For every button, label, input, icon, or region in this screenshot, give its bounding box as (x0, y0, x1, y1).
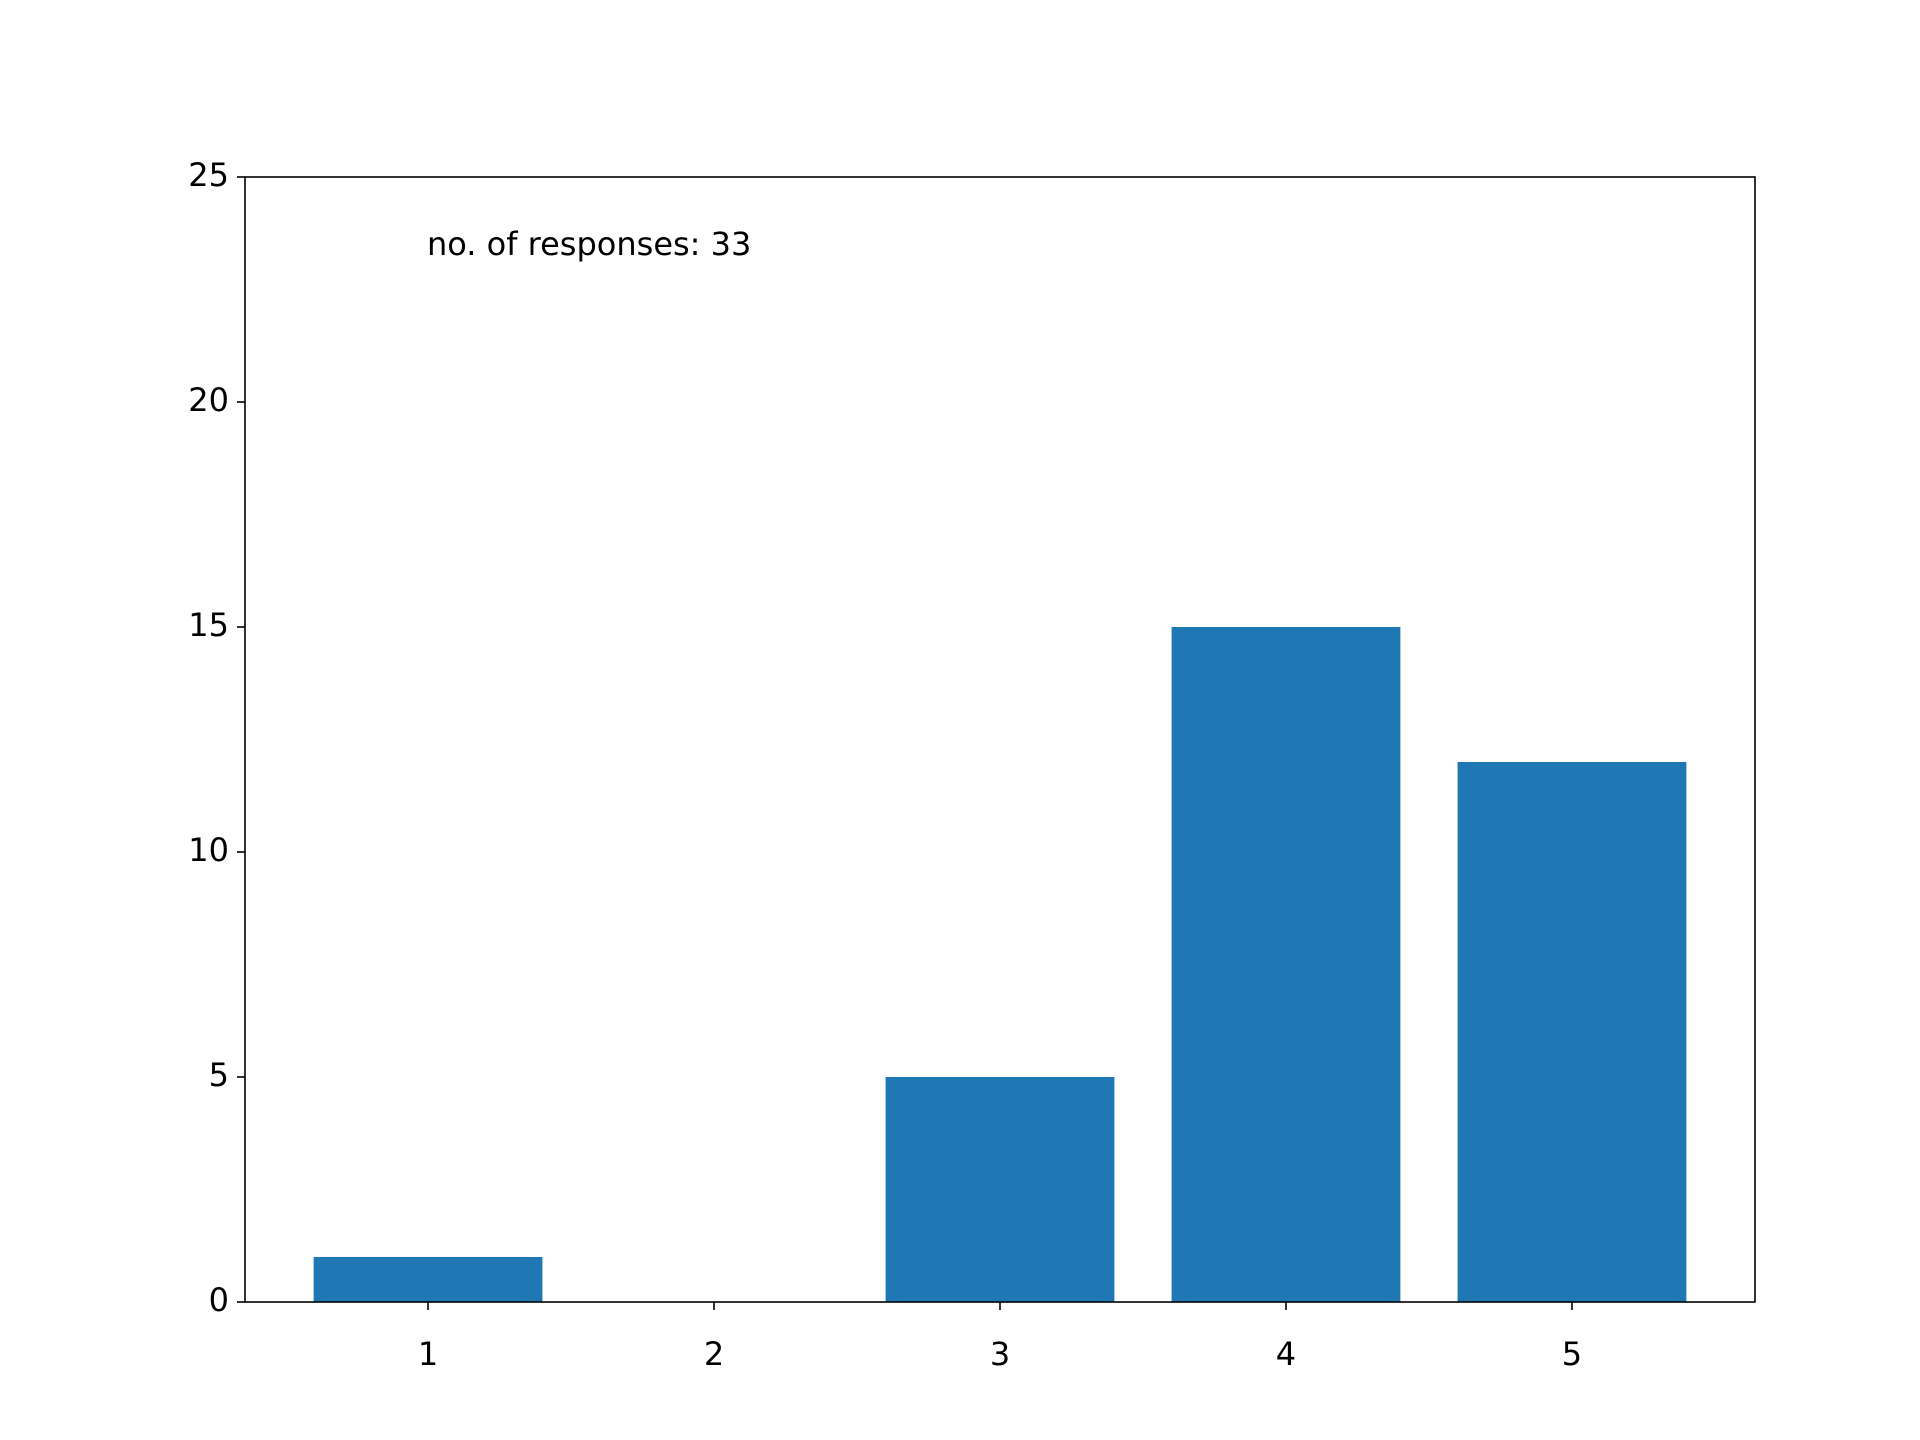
bar (1171, 627, 1401, 1302)
x-tick-label: 2 (704, 1335, 724, 1373)
annotation: no. of responses: 33 (427, 225, 751, 263)
y-tick-label: 5 (209, 1056, 229, 1094)
x-tick-label: 5 (1562, 1335, 1582, 1373)
bar (313, 1257, 543, 1302)
y-tick-label: 25 (188, 156, 229, 194)
bar (1457, 762, 1687, 1302)
x-tick-label: 3 (990, 1335, 1010, 1373)
x-tick-label: 1 (418, 1335, 438, 1373)
x-tick-label: 4 (1276, 1335, 1296, 1373)
y-tick-label: 0 (209, 1281, 229, 1319)
y-tick-label: 15 (188, 606, 229, 644)
y-tick-label: 20 (188, 381, 229, 419)
y-tick-label: 10 (188, 831, 229, 869)
bar (885, 1077, 1115, 1302)
